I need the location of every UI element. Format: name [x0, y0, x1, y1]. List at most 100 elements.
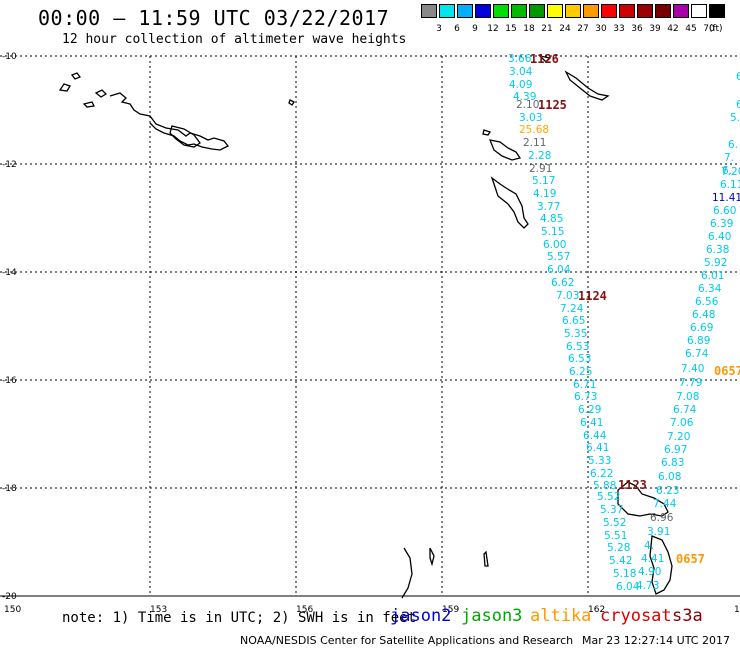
swh-value: 4.90 [638, 566, 661, 578]
credit-text: NOAA/NESDIS Center for Satellite Applica… [240, 634, 574, 647]
legend-swatch [547, 4, 563, 18]
swh-value: 3.04 [509, 66, 533, 78]
swh-value: 7.20 [667, 431, 690, 443]
legend-label: 9 [472, 24, 478, 34]
orbit-label: 1126 [530, 52, 559, 66]
swh-value: 6.74 [685, 348, 709, 360]
swh-value: 6.97 [664, 444, 687, 456]
lon-label: 165 [734, 605, 740, 615]
legend-label: 15 [505, 24, 517, 34]
legend-swatch [637, 4, 653, 18]
orbit-label: 0657 [676, 552, 705, 566]
swh-value: 5.57 [547, 251, 570, 263]
swh-value: 6.29 [578, 404, 601, 416]
swh-value: 5. [730, 112, 740, 124]
legend-swatch [439, 4, 455, 18]
coastlines [58, 54, 673, 599]
sat-label-jason3: jason3 [461, 606, 523, 626]
altimeter-marks: 3.663.044.094.392.103.0325.682.112.282.9… [508, 52, 740, 593]
coastline-new-ireland [169, 125, 201, 148]
legend-label: 27 [577, 24, 589, 34]
legend-swatch [565, 4, 581, 18]
color-legend: (ft) 3 6 9 12 15 18 21 24 27 30 33 36 39 42 45 70 [421, 4, 730, 38]
chart-title: 00:00 – 11:59 UTC 03/22/2017 [38, 6, 390, 30]
timestamp-text: Mar 23 12:27:14 UTC 2017 [582, 634, 730, 647]
legend-label: 39 [649, 24, 661, 34]
legend-label: 30 [595, 24, 607, 34]
coastline-makira [482, 129, 522, 161]
swh-value: 6.23 [656, 485, 679, 497]
swh-value: 4.41 [641, 553, 664, 565]
chart-subtitle: 12 hour collection of altimeter wave hei… [62, 32, 407, 47]
legend-label: 36 [631, 24, 643, 34]
swh-value: 7.08 [676, 391, 699, 403]
swh-value: 6.62 [551, 277, 574, 289]
legend-swatch [493, 4, 509, 18]
lon-label: 162 [588, 605, 605, 615]
legend-swatch [529, 4, 545, 18]
lon-label: 153 [150, 605, 167, 615]
legend-swatch [457, 4, 473, 18]
swh-value: 6.53 [568, 353, 591, 365]
swh-value: 5.17 [532, 175, 555, 187]
swh-value: 5.92 [704, 257, 727, 269]
swh-value: 6.04 [616, 581, 640, 593]
swh-value: 6.11 [720, 179, 740, 191]
legend-swatch [475, 4, 491, 18]
swh-value: 2.91 [529, 163, 552, 175]
swh-value: 6.41 [586, 442, 609, 454]
lat-label: -20 [2, 592, 17, 602]
orbit-label: 1124 [578, 289, 607, 303]
legend-swatch [619, 4, 635, 18]
swh-value: 4.73 [636, 580, 659, 592]
swh-value: 6.65 [562, 315, 585, 327]
lat-label: -16 [2, 376, 17, 386]
swh-value: 6. [736, 99, 740, 111]
legend-swatch [691, 4, 707, 18]
swh-value: 4.39 [513, 91, 536, 103]
lon-label: 159 [442, 605, 459, 615]
swh-value: 2.28 [528, 150, 551, 162]
swh-value: 3.77 [537, 201, 560, 213]
swh-value: 6.71 [573, 379, 596, 391]
swh-value: 5.28 [607, 542, 630, 554]
swh-value: 7.79 [679, 377, 702, 389]
swh-value: 5.33 [588, 455, 611, 467]
swh-value: 25.68 [519, 124, 549, 136]
swh-value: 6.01 [701, 270, 724, 282]
swh-value: 6.48 [692, 309, 715, 321]
swh-value: 6.34 [698, 283, 722, 295]
swh-value: 2.10 [516, 99, 539, 111]
swh-value: 6.73 [574, 391, 597, 403]
swh-value: 6.38 [706, 244, 729, 256]
swh-value: 7.44 [653, 498, 677, 510]
legend-label: 45 [685, 24, 697, 34]
legend-swatch [655, 4, 671, 18]
coastline-new-caledonia [617, 481, 673, 595]
swh-value: 6.96 [650, 512, 674, 524]
map-grid [0, 55, 740, 597]
swh-value: 5.42 [609, 555, 632, 567]
legend-label: 12 [487, 24, 499, 34]
swh-value: 6.40 [708, 231, 731, 243]
legend-unit: (ft) [709, 24, 723, 34]
legend-label: 33 [613, 24, 625, 34]
legend-label: 70 [703, 24, 715, 34]
swh-value: 7.40 [681, 363, 704, 375]
legend-label: 42 [667, 24, 679, 34]
orbit-label: 1123 [618, 478, 647, 492]
swh-value: 6.69 [690, 322, 713, 334]
swh-value: 5.37 [600, 504, 623, 516]
legend-swatch [511, 4, 527, 18]
coastline-espiritu-santo [490, 176, 529, 229]
lon-label: 156 [296, 605, 313, 615]
swh-value: 6.39 [710, 218, 733, 230]
legend-swatch [601, 4, 617, 18]
axis-ticks: -10 -12 -14 -16 -18 -20 150 153 156 159 162 165 [2, 52, 740, 615]
swh-value: 6.25 [569, 366, 592, 378]
swh-value: 6.53 [566, 341, 589, 353]
legend-label: 18 [523, 24, 535, 34]
swh-value: 5.51 [604, 530, 627, 542]
sat-label-cryosat: cryosat [600, 606, 672, 626]
